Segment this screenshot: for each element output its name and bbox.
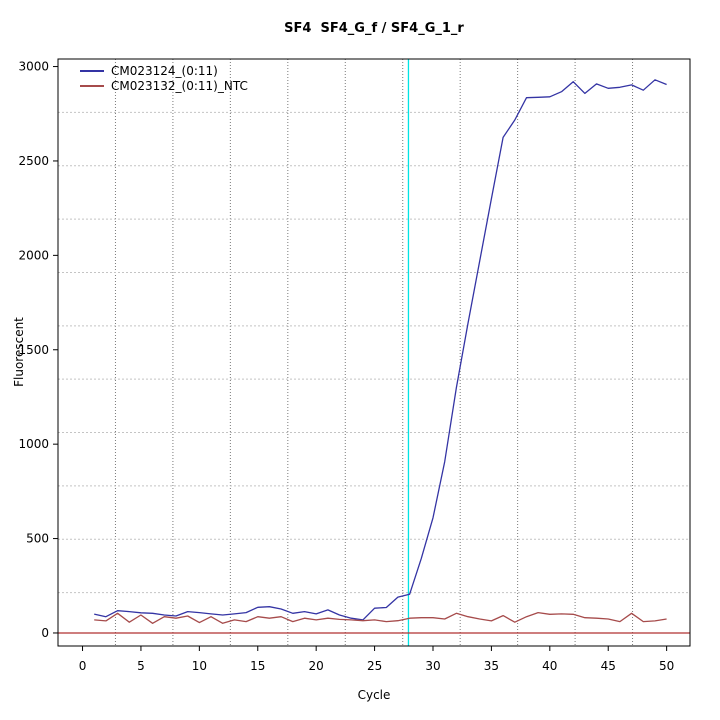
plot-box [57, 58, 691, 647]
x-tick-label: 35 [484, 659, 499, 673]
x-tick-label: 25 [367, 659, 382, 673]
y-axis-label: Fluorescent [12, 317, 26, 387]
y-tick-label: 2000 [18, 248, 49, 262]
y-tick-label: 1500 [18, 343, 49, 357]
chart-legend: CM023124_(0:11) CM023132_(0:11)_NTC [80, 63, 248, 93]
y-tick-label: 2500 [18, 154, 49, 168]
x-tick-label: 10 [192, 659, 207, 673]
x-axis-label: Cycle [357, 688, 391, 702]
x-tick-label: 15 [250, 659, 265, 673]
y-tick-label: 3000 [18, 60, 49, 74]
x-tick-label: 5 [137, 659, 145, 673]
x-tick-label: 0 [79, 659, 87, 673]
x-tick-label: 30 [425, 659, 440, 673]
y-tick-label: 1000 [18, 437, 49, 451]
series-line-1 [94, 611, 667, 624]
x-tick-label: 50 [659, 659, 674, 673]
chart-title: SF4 SF4_G_f / SF4_G_1_r [284, 21, 464, 36]
legend-line-swatch [80, 69, 104, 72]
legend-item: CM023132_(0:11)_NTC [80, 78, 248, 93]
y-tick-label: 0 [41, 626, 49, 640]
legend-line-swatch [80, 84, 104, 87]
x-tick-label: 40 [542, 659, 557, 673]
x-tick-label: 45 [601, 659, 616, 673]
x-tick-label: 20 [309, 659, 324, 673]
legend-label: CM023124_(0:11) [111, 63, 218, 78]
legend-item: CM023124_(0:11) [80, 63, 248, 78]
y-tick-label: 500 [26, 532, 49, 546]
legend-label: CM023132_(0:11)_NTC [111, 78, 248, 93]
series-line-0 [94, 79, 667, 621]
